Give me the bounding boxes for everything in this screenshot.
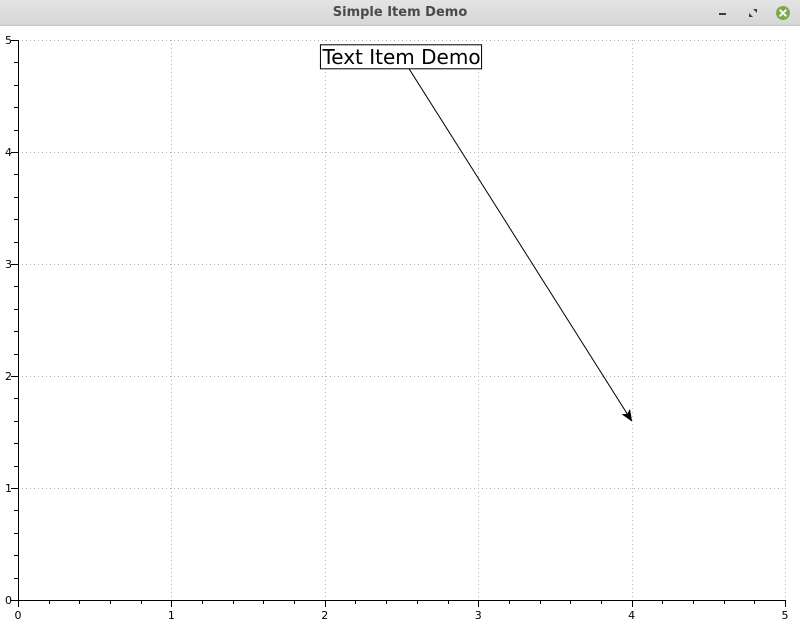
y-tick-label: 4 bbox=[5, 146, 12, 159]
maximize-icon bbox=[749, 9, 757, 17]
x-tick-label: 3 bbox=[475, 609, 482, 622]
y-tick-label: 2 bbox=[5, 370, 12, 383]
y-tick-label: 3 bbox=[5, 258, 12, 271]
title-bar[interactable]: Simple Item Demo bbox=[0, 0, 800, 26]
plot-area[interactable]: 0 1 2 3 4 5 0 1 2 3 4 5 Text Item Demo bbox=[0, 26, 800, 625]
x-tick-label: 1 bbox=[168, 609, 175, 622]
tick-marks bbox=[11, 40, 786, 607]
x-tick-label: 4 bbox=[628, 609, 635, 622]
annotation-box bbox=[319, 44, 483, 70]
tick-labels: 0 1 2 3 4 5 0 1 2 3 4 5 bbox=[5, 34, 789, 622]
y-tick-label: 1 bbox=[5, 482, 12, 495]
annotation-arrow bbox=[401, 56, 633, 422]
minimize-button[interactable] bbox=[714, 4, 732, 22]
axes bbox=[18, 40, 785, 601]
annotation-text: Text Item Demo bbox=[321, 45, 480, 69]
y-tick-label: 5 bbox=[5, 34, 12, 47]
window-title: Simple Item Demo bbox=[332, 5, 468, 20]
x-tick-label: 5 bbox=[782, 609, 789, 622]
grid-lines bbox=[18, 40, 786, 600]
x-tick-label: 0 bbox=[15, 609, 22, 622]
y-tick-label: 0 bbox=[5, 594, 12, 607]
maximize-button[interactable] bbox=[744, 4, 762, 22]
close-icon bbox=[776, 6, 790, 20]
close-button[interactable] bbox=[774, 4, 792, 22]
minimize-icon bbox=[719, 13, 726, 15]
annotations: Text Item Demo bbox=[319, 44, 633, 422]
x-tick-label: 2 bbox=[321, 609, 328, 622]
